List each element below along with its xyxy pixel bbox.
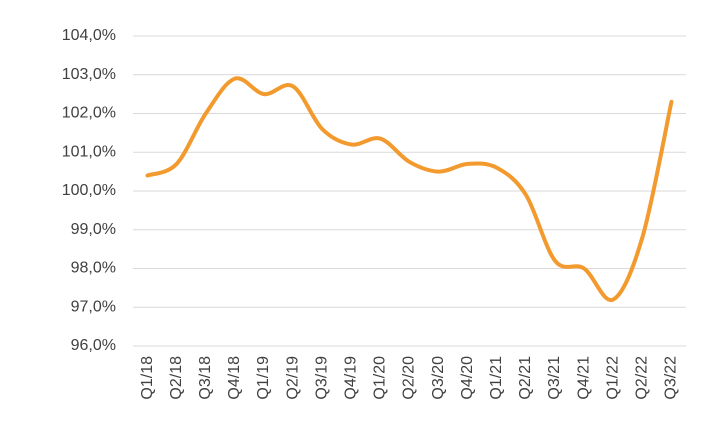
x-tick-label: Q2/20 xyxy=(401,356,418,400)
x-tick-label: Q3/20 xyxy=(430,356,447,400)
x-tick-label: Q1/19 xyxy=(255,356,272,400)
y-tick-label: 98,0% xyxy=(71,260,116,277)
data-line xyxy=(145,76,674,302)
x-tick-label: Q1/22 xyxy=(604,356,621,400)
x-tick-label: Q3/21 xyxy=(546,356,563,400)
x-tick-label: Q3/19 xyxy=(313,356,330,400)
x-tick-label: Q3/22 xyxy=(663,356,680,400)
x-tick-label: Q2/22 xyxy=(634,356,651,400)
x-tick-label: Q2/21 xyxy=(517,356,534,400)
x-tick-label: Q3/18 xyxy=(197,356,214,400)
x-tick-label: Q1/18 xyxy=(139,356,156,400)
y-tick-label: 96,0% xyxy=(71,337,116,354)
x-tick-label: Q2/18 xyxy=(168,356,185,400)
x-tick-label: Q1/21 xyxy=(488,356,505,400)
y-tick-label: 99,0% xyxy=(71,221,116,238)
y-tick-label: 104,0% xyxy=(62,27,116,44)
y-tick-label: 102,0% xyxy=(62,105,116,122)
x-tick-label: Q4/21 xyxy=(575,356,592,400)
x-tick-label: Q1/20 xyxy=(372,356,389,400)
y-tick-label: 100,0% xyxy=(62,182,116,199)
y-tick-label: 101,0% xyxy=(62,143,116,160)
x-tick-label: Q2/19 xyxy=(284,356,301,400)
x-tick-label: Q4/20 xyxy=(459,356,476,400)
x-tick-label: Q4/19 xyxy=(343,356,360,400)
y-tick-label: 97,0% xyxy=(71,298,116,315)
y-tick-label: 103,0% xyxy=(62,66,116,83)
x-tick-label: Q4/18 xyxy=(226,356,243,400)
